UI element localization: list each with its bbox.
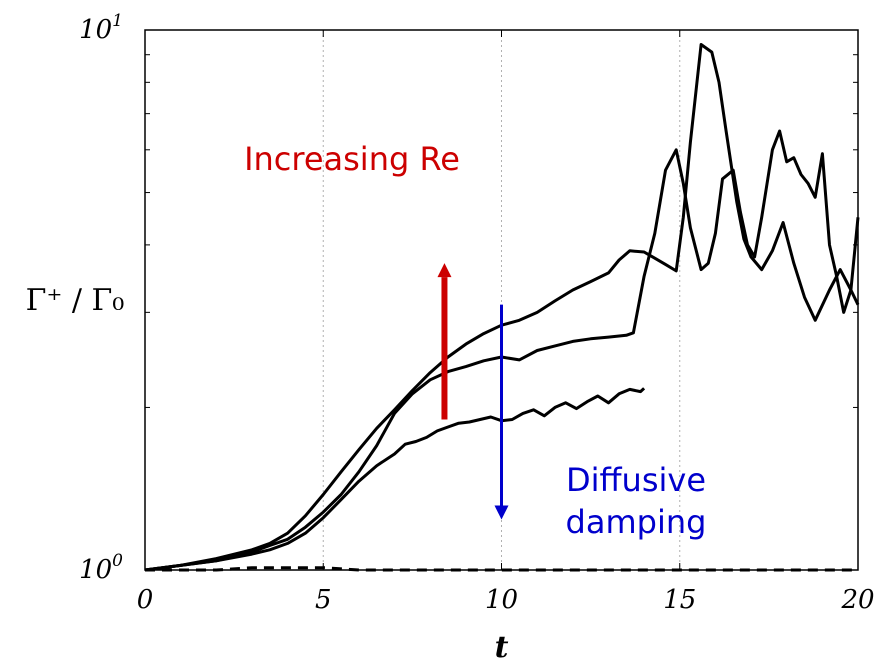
series-line-3 (144, 387, 646, 572)
x-tick-label: 10 (485, 585, 518, 615)
series-layer (144, 43, 860, 572)
annotation-arrow-head-1 (437, 263, 452, 278)
series-line-2 (144, 129, 860, 572)
y-tick-label: 100 (79, 551, 123, 585)
y-tick-label: 101 (79, 11, 123, 45)
annotation-arrow-head-2 (494, 505, 509, 520)
series-line-1 (144, 43, 860, 572)
annotation-label-1: Increasing Re (244, 140, 460, 178)
x-tick-label: 15 (663, 585, 696, 615)
x-tick-label: 0 (137, 585, 154, 615)
x-axis-label: t (495, 630, 509, 664)
x-tick-label: 20 (840, 585, 874, 615)
x-tick-label: 5 (315, 585, 332, 615)
axis-ticks (144, 29, 859, 571)
y-tick-exponent: 0 (112, 551, 123, 571)
annotation-label-2-line-2: damping (566, 503, 707, 541)
annotations: Increasing Re Diffusive damping (244, 140, 706, 541)
y-tick-exponent: 1 (112, 11, 123, 31)
annotation-label-2-line-1: Diffusive (566, 461, 706, 499)
y-axis-label: Γ⁺ / Γ₀ (26, 283, 125, 318)
